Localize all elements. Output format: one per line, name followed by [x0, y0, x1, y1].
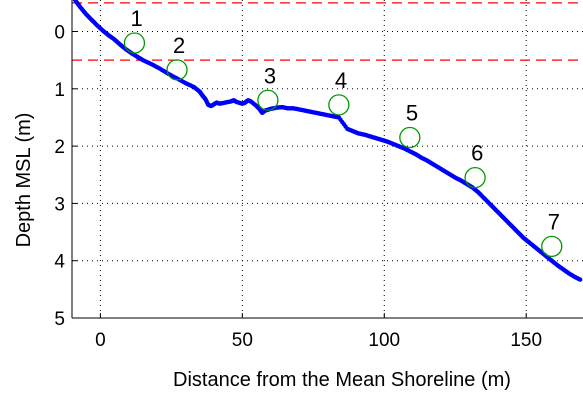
- profile-point: [577, 277, 583, 282]
- annotation-label: 6: [471, 141, 483, 166]
- y-axis-label: Depth MSL (m): [13, 113, 35, 248]
- annotation-circle: [166, 59, 188, 81]
- annotation-circle: [257, 89, 279, 111]
- annotation-circle: [464, 166, 486, 189]
- annotation-markers: 1 2 3 4 5 6 7: [123, 6, 563, 258]
- axes: [71, 0, 583, 319]
- y-tick-label: 0: [54, 23, 65, 44]
- y-tick-label: 4: [54, 252, 65, 273]
- annotation-label: 1: [130, 6, 142, 31]
- y-tick-label: 5: [54, 309, 65, 330]
- grid: [72, 0, 583, 319]
- x-axis-label: Distance from the Mean Shoreline (m): [173, 369, 511, 391]
- x-tick-label: 150: [510, 330, 542, 351]
- annotation-label: 2: [173, 33, 185, 58]
- annotation-label: 4: [335, 68, 347, 93]
- reference-lines: [72, 2, 583, 61]
- annotation-circle: [123, 32, 146, 54]
- annotation-label: 5: [406, 101, 418, 126]
- x-tick-label: 0: [95, 330, 106, 351]
- tick-labels: 0 50 100 150 0 1 2 3 4 5: [54, 23, 542, 351]
- y-tick-label: 2: [54, 137, 65, 158]
- x-tick-label: 50: [232, 330, 253, 351]
- y-tick-label: 3: [54, 194, 65, 215]
- annotation-circle: [541, 235, 563, 258]
- annotation-label: 3: [264, 63, 276, 88]
- y-tick-label: 1: [54, 80, 65, 101]
- annotation-circle: [399, 126, 421, 149]
- annotation-circle: [328, 94, 350, 116]
- annotation-label: 7: [548, 209, 560, 234]
- profile-points: [72, 0, 583, 282]
- x-tick-label: 100: [368, 330, 400, 351]
